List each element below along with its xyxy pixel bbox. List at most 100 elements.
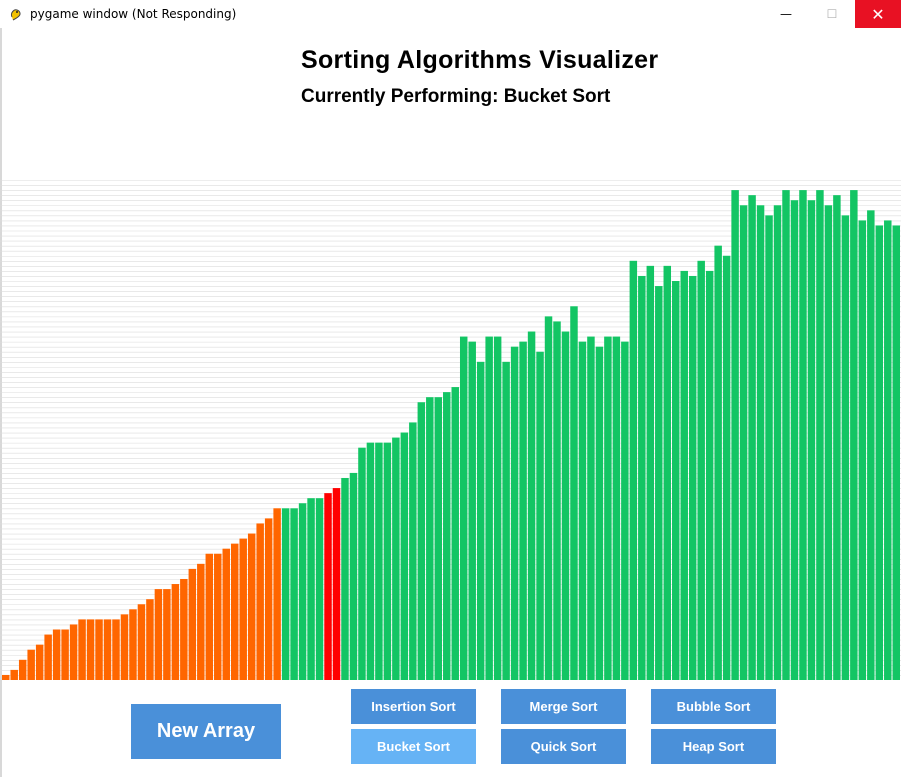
chart-bar bbox=[680, 270, 688, 680]
close-button[interactable]: ✕ bbox=[855, 0, 901, 28]
chart-bar bbox=[95, 619, 103, 680]
chart-bar bbox=[2, 674, 10, 680]
chart-bar bbox=[765, 215, 773, 680]
chart-bar bbox=[756, 205, 765, 680]
chart-bar bbox=[239, 538, 247, 680]
chart-bar bbox=[672, 281, 680, 680]
chart-bar bbox=[44, 634, 52, 680]
chart-bar bbox=[443, 392, 451, 680]
chart-bar bbox=[663, 265, 672, 680]
chart-bar bbox=[341, 477, 349, 680]
chart-bar bbox=[875, 225, 884, 680]
chart-bar bbox=[705, 270, 714, 680]
chart-bar bbox=[61, 629, 69, 680]
chart-bar bbox=[561, 331, 570, 680]
chart-bar bbox=[307, 498, 315, 680]
chart-bar bbox=[722, 255, 731, 680]
chart-bar bbox=[502, 361, 510, 680]
chart-bar bbox=[629, 260, 638, 680]
chart-bar bbox=[731, 190, 739, 680]
chart-bar bbox=[850, 190, 858, 680]
heap-sort-button[interactable]: Heap Sort bbox=[651, 729, 776, 764]
chart-bar bbox=[86, 619, 95, 680]
chart-bar bbox=[485, 336, 493, 680]
chart-bar bbox=[180, 578, 188, 680]
chart-bar bbox=[400, 432, 409, 680]
chart-bar bbox=[799, 190, 807, 680]
window-titlebar: pygame window (Not Responding) — ☐ ✕ bbox=[0, 0, 901, 28]
chart-bar bbox=[739, 205, 748, 680]
chart-bar bbox=[205, 553, 214, 680]
chart-bar bbox=[298, 503, 307, 680]
chart-bar bbox=[264, 518, 273, 680]
chart-bar bbox=[621, 341, 629, 680]
chart-bar bbox=[10, 669, 18, 680]
chart-bar bbox=[655, 286, 663, 680]
chart-bar bbox=[256, 523, 264, 680]
chart-bar bbox=[476, 361, 485, 680]
chart-bar bbox=[290, 508, 298, 680]
minimize-button[interactable]: — bbox=[780, 7, 792, 21]
insertion-sort-button[interactable]: Insertion Sort bbox=[351, 689, 476, 724]
chart-bar bbox=[570, 306, 578, 680]
chart-bar bbox=[230, 543, 239, 680]
page-title: Sorting Algorithms Visualizer bbox=[301, 46, 659, 74]
chart-bar bbox=[197, 563, 205, 680]
window-controls: — ☐ ✕ bbox=[763, 0, 901, 28]
chart-bar bbox=[587, 336, 595, 680]
chart-bar bbox=[688, 275, 697, 680]
chart-bar bbox=[858, 220, 867, 680]
chart-bar bbox=[833, 195, 841, 680]
chart-bar bbox=[536, 351, 544, 680]
chart-bar bbox=[27, 649, 35, 680]
chart-bar bbox=[273, 508, 281, 680]
chart-bar bbox=[510, 346, 519, 680]
chart-bar bbox=[493, 336, 502, 680]
chart-bar bbox=[129, 609, 137, 680]
quick-sort-button[interactable]: Quick Sort bbox=[501, 729, 626, 764]
chart-bar bbox=[171, 584, 180, 680]
chart-bar bbox=[35, 644, 44, 680]
chart-bar bbox=[358, 447, 366, 680]
chart-bar bbox=[349, 472, 358, 680]
pygame-snake-icon bbox=[8, 6, 24, 22]
chart-bar bbox=[103, 619, 112, 680]
chart-bar bbox=[459, 336, 468, 680]
chart-bar bbox=[18, 659, 27, 680]
chart-bar bbox=[884, 220, 892, 680]
chart-bar bbox=[824, 205, 833, 680]
chart-bar bbox=[392, 437, 400, 680]
chart-bar bbox=[816, 190, 824, 680]
chart-bar bbox=[714, 245, 722, 680]
chart-bar bbox=[892, 225, 900, 680]
chart-bar bbox=[468, 341, 476, 680]
chart-bar bbox=[612, 336, 621, 680]
chart-bar bbox=[137, 604, 146, 680]
chart-bar bbox=[578, 341, 587, 680]
chart-bar bbox=[69, 624, 78, 680]
chart-bar bbox=[154, 589, 163, 680]
chart-bar bbox=[646, 265, 655, 680]
chart-bar bbox=[375, 442, 383, 680]
chart-bar bbox=[52, 629, 61, 680]
chart-bar bbox=[519, 341, 527, 680]
chart-bar bbox=[748, 195, 756, 680]
chart-bar bbox=[78, 619, 86, 680]
chart-bar bbox=[366, 442, 375, 680]
bubble-sort-button[interactable]: Bubble Sort bbox=[651, 689, 776, 724]
maximize-button[interactable]: ☐ bbox=[826, 7, 838, 21]
chart-bar bbox=[409, 422, 417, 680]
chart-bar bbox=[146, 599, 154, 680]
merge-sort-button[interactable]: Merge Sort bbox=[501, 689, 626, 724]
chart-bar bbox=[867, 210, 875, 680]
bucket-sort-button[interactable]: Bucket Sort bbox=[351, 729, 476, 764]
chart-bar bbox=[163, 589, 171, 680]
chart-bar bbox=[222, 548, 230, 680]
current-algorithm-label: Currently Performing: Bucket Sort bbox=[301, 86, 611, 107]
new-array-button[interactable]: New Array bbox=[131, 704, 281, 759]
chart-bar bbox=[782, 190, 790, 680]
chart-bar bbox=[544, 316, 553, 680]
chart-bars bbox=[2, 190, 900, 680]
chart-bar bbox=[553, 321, 561, 680]
chart-bar bbox=[638, 275, 646, 680]
